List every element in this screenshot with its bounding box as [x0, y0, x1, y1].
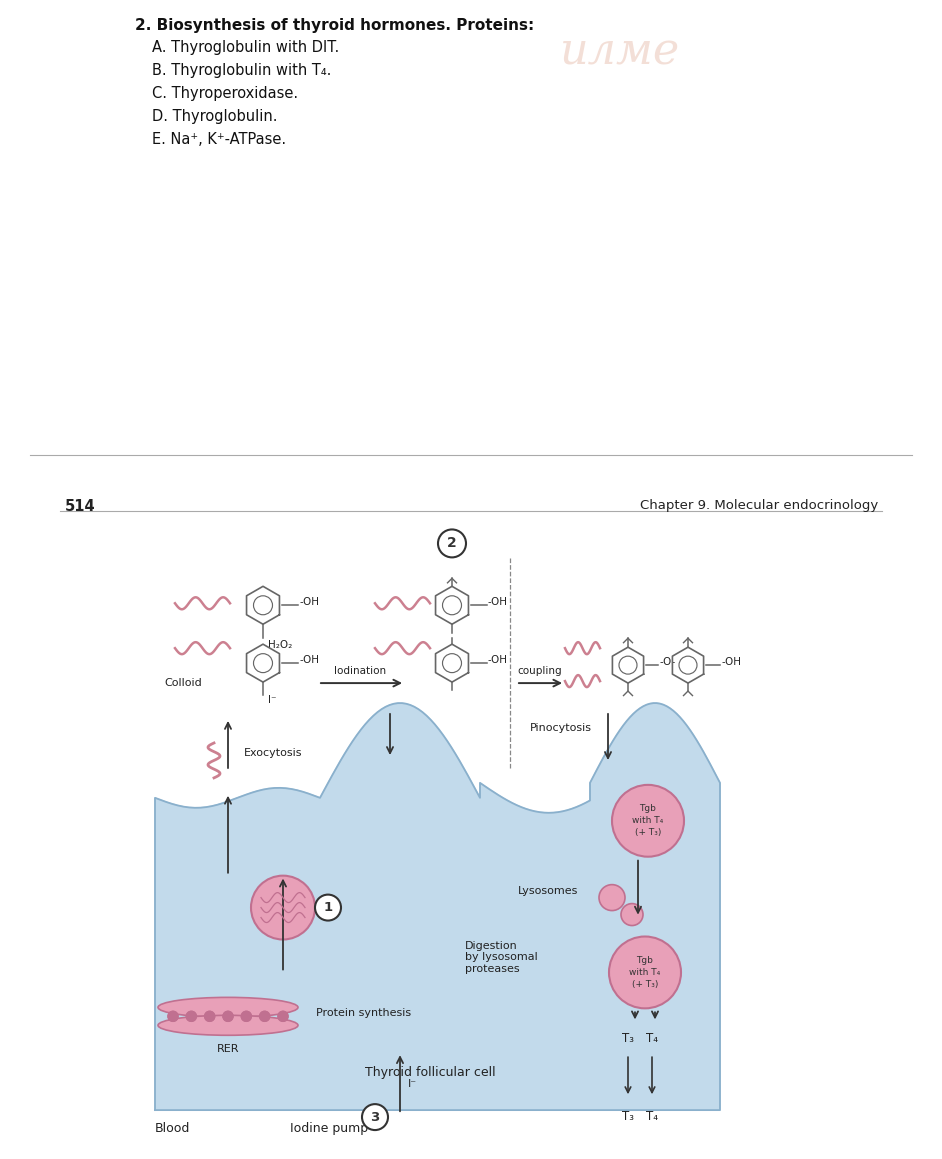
Circle shape: [260, 1012, 269, 1021]
Text: D. Thyroglobulin.: D. Thyroglobulin.: [152, 109, 278, 124]
Circle shape: [223, 1012, 233, 1021]
Text: Iodination: Iodination: [333, 666, 386, 676]
Circle shape: [599, 884, 625, 911]
Text: I⁻: I⁻: [408, 1079, 417, 1089]
Text: -OH: -OH: [299, 655, 319, 665]
Text: Chapter 9. Molecular endocrinology: Chapter 9. Molecular endocrinology: [640, 498, 878, 511]
Circle shape: [168, 1012, 178, 1021]
Text: T₄: T₄: [646, 1110, 658, 1123]
Circle shape: [204, 1012, 215, 1021]
Text: T₄: T₄: [646, 1033, 658, 1045]
Circle shape: [612, 785, 684, 857]
Text: Protein synthesis: Protein synthesis: [316, 1008, 411, 1019]
Text: 2: 2: [447, 537, 457, 551]
Text: E. Na⁺, K⁺-ATPase.: E. Na⁺, K⁺-ATPase.: [152, 132, 286, 147]
Circle shape: [204, 1012, 215, 1021]
Circle shape: [251, 876, 315, 940]
Text: -OH: -OH: [721, 657, 741, 668]
Circle shape: [241, 1012, 252, 1021]
Text: -O-: -O-: [660, 657, 676, 668]
Text: Tgb
with T₄
(+ T₃): Tgb with T₄ (+ T₃): [629, 956, 660, 989]
Text: Digestion
by lysosomal
proteases: Digestion by lysosomal proteases: [465, 940, 538, 974]
Circle shape: [260, 1012, 269, 1021]
Text: 2. Biosynthesis of thyroid hormones. Proteins:: 2. Biosynthesis of thyroid hormones. Pro…: [135, 19, 534, 32]
Text: coupling: coupling: [518, 666, 562, 676]
Text: I⁻: I⁻: [268, 695, 277, 705]
Circle shape: [362, 1105, 388, 1130]
Text: C. Thyroperoxidase.: C. Thyroperoxidase.: [152, 86, 298, 101]
Text: -OH: -OH: [488, 655, 508, 665]
Circle shape: [278, 1012, 288, 1021]
Text: A. Thyroglobulin with DIT.: A. Thyroglobulin with DIT.: [152, 41, 339, 54]
Circle shape: [621, 904, 643, 926]
Text: -OH: -OH: [488, 597, 508, 607]
Circle shape: [187, 1012, 196, 1021]
Text: Colloid: Colloid: [164, 678, 202, 688]
Circle shape: [241, 1012, 252, 1021]
Circle shape: [315, 895, 341, 920]
Ellipse shape: [158, 1015, 298, 1035]
Circle shape: [438, 530, 466, 557]
Text: 514: 514: [65, 498, 96, 513]
Text: B. Thyroglobulin with T₄.: B. Thyroglobulin with T₄.: [152, 63, 332, 78]
Text: илме: илме: [560, 30, 680, 73]
Text: 3: 3: [370, 1110, 380, 1123]
Text: -OH: -OH: [299, 597, 319, 607]
Text: Iodine pump: Iodine pump: [290, 1122, 368, 1135]
Text: T₃: T₃: [622, 1033, 634, 1045]
Circle shape: [187, 1012, 196, 1021]
Text: 1: 1: [323, 901, 333, 914]
Text: Pinocytosis: Pinocytosis: [530, 723, 592, 732]
Circle shape: [223, 1012, 233, 1021]
Text: Tgb
with T₄
(+ T₃): Tgb with T₄ (+ T₃): [632, 804, 663, 837]
Text: Thyroid follicular cell: Thyroid follicular cell: [365, 1065, 495, 1079]
Ellipse shape: [158, 998, 298, 1018]
Circle shape: [609, 936, 681, 1008]
Text: T₃: T₃: [622, 1110, 634, 1123]
Circle shape: [168, 1012, 178, 1021]
Text: RER: RER: [217, 1044, 239, 1055]
Circle shape: [278, 1012, 288, 1021]
Text: Exocytosis: Exocytosis: [244, 748, 302, 758]
Text: Blood: Blood: [155, 1122, 190, 1135]
Text: H₂O₂: H₂O₂: [268, 640, 292, 650]
Polygon shape: [155, 704, 720, 1110]
Text: Lysosomes: Lysosomes: [518, 885, 578, 896]
